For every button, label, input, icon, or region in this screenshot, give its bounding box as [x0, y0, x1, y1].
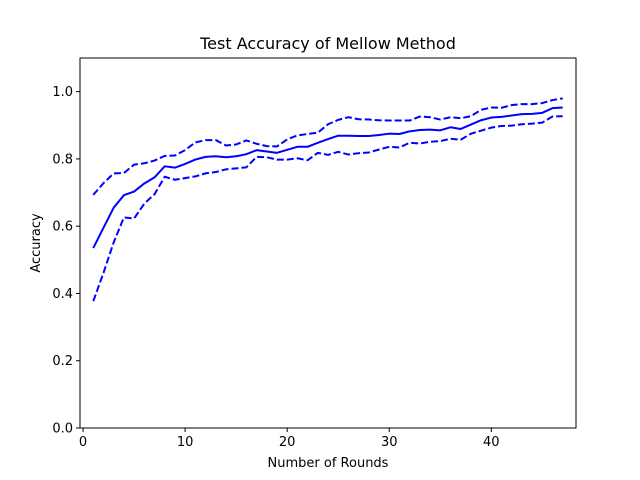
x-tick-label: 20 — [279, 435, 296, 450]
y-tick-label: 0.4 — [52, 287, 73, 302]
y-axis: 0.0 0.2 0.4 0.6 0.8 1.0 — [52, 85, 80, 437]
x-tick-label: 0 — [79, 435, 87, 450]
series-group — [92, 97, 563, 302]
x-tick-label: 30 — [381, 435, 398, 450]
series-line-lower-bound — [92, 115, 563, 302]
y-tick-label: 0.0 — [52, 422, 73, 437]
series-line-mean — [92, 106, 563, 249]
plot-area — [79, 57, 577, 429]
y-tick-label: 0.6 — [52, 220, 73, 235]
y-axis-label: Accuracy — [29, 213, 44, 273]
axes-frame — [79, 57, 577, 429]
y-tick-label: 0.8 — [52, 152, 73, 167]
x-axis-label: Number of Rounds — [268, 456, 389, 471]
x-tick-label: 40 — [483, 435, 500, 450]
x-tick-label: 10 — [177, 435, 194, 450]
y-tick-label: 1.0 — [52, 85, 73, 100]
series-line-upper-bound — [92, 97, 563, 196]
chart-title: Test Accuracy of Mellow Method — [199, 34, 456, 53]
y-tick-label: 0.2 — [52, 354, 73, 369]
x-axis: 0 10 20 30 40 — [79, 428, 500, 450]
